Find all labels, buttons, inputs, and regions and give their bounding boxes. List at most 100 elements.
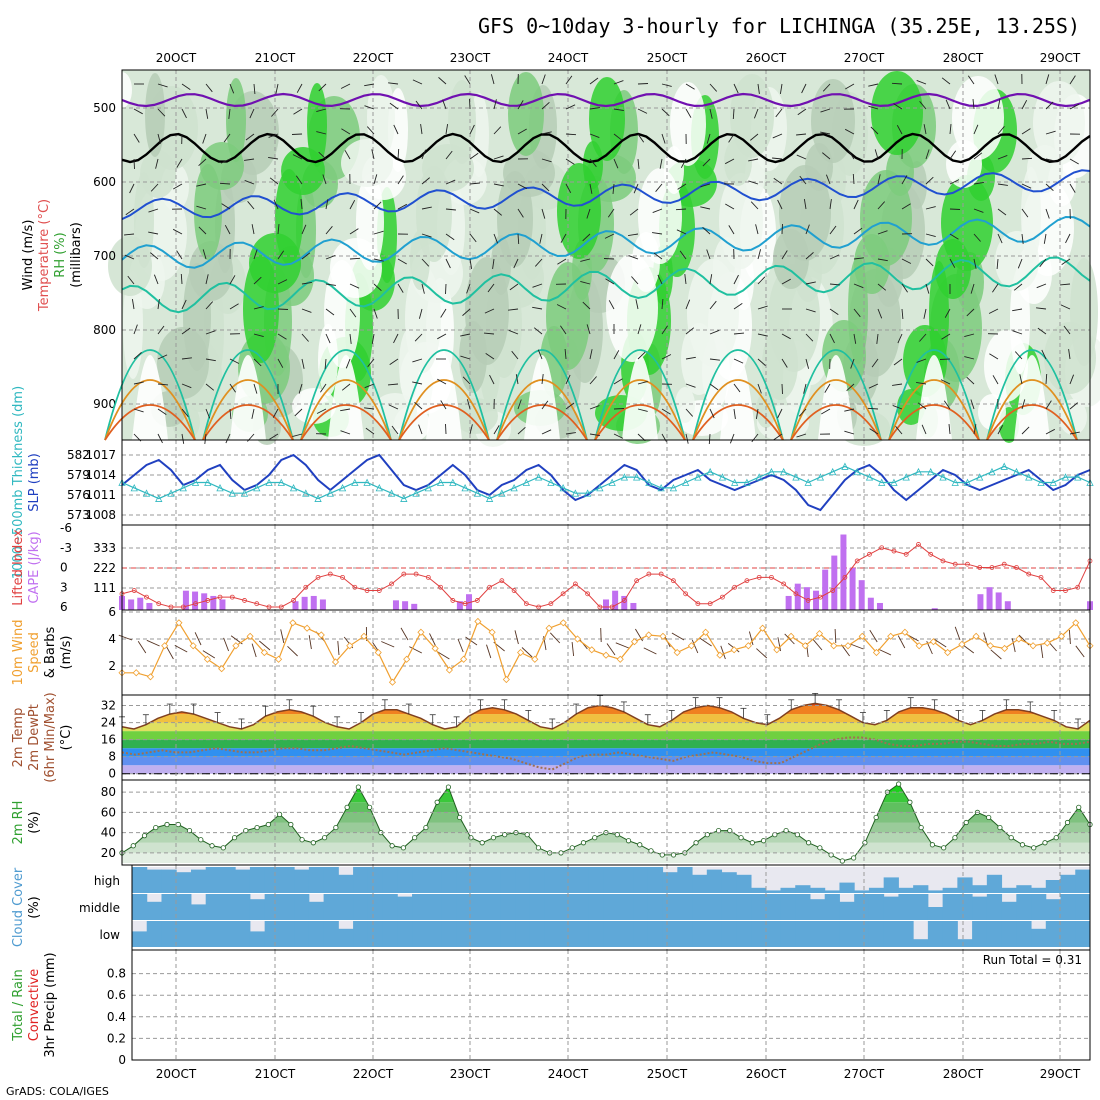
thickness-marker: [351, 478, 359, 486]
cloud-cell: [647, 921, 664, 947]
cloud-cell: [515, 867, 531, 893]
lifted-index-marker: [499, 578, 505, 584]
thickness-marker: [1074, 473, 1082, 481]
panel-label-precip: Convective: [27, 969, 42, 1042]
rh-marker: [1042, 840, 1048, 846]
thickness-marker: [927, 467, 935, 476]
wind-barb: [949, 208, 961, 210]
wind-barb: [316, 408, 327, 414]
wind-barb: [1021, 208, 1029, 218]
precip-tick-label: 0.4: [107, 1010, 126, 1024]
wind-barb: [445, 423, 447, 435]
wind-barb: [271, 108, 279, 117]
rh-marker: [1031, 845, 1037, 851]
lifted-index-marker: [205, 598, 211, 603]
wind-barb: [1017, 258, 1023, 269]
wind-barb: [733, 383, 741, 393]
lifted-index-marker: [940, 558, 946, 564]
wind-barb: [1045, 428, 1056, 435]
lifted-index-marker: [1075, 584, 1081, 590]
wind-barb: [486, 644, 492, 659]
wind-barb: [989, 353, 999, 360]
wind-barb: [349, 333, 352, 344]
rh-marker: [1019, 842, 1026, 848]
wind-barb: [967, 75, 975, 85]
wind-barb: [901, 308, 904, 320]
wind-speed-marker: [132, 669, 140, 677]
wind-barb: [846, 383, 855, 392]
wind-barb: [462, 308, 471, 316]
wind-barb: [973, 233, 981, 242]
wind-barb: [469, 98, 471, 110]
wind-barb: [1036, 283, 1047, 289]
wind-barb: [829, 199, 832, 210]
wind-speed-marker: [616, 655, 624, 663]
wind-speed-marker: [403, 655, 411, 663]
wind-barb: [877, 230, 888, 235]
lifted-index-marker: [156, 601, 162, 607]
thickness-marker: [988, 467, 996, 476]
wind-barb: [675, 208, 687, 211]
panel-label-slp: SLP (mb): [27, 453, 42, 512]
panel-label-cape: Lifted Index: [11, 529, 26, 606]
cloud-cell: [898, 887, 914, 893]
cloud-cell: [1001, 921, 1017, 947]
cloud-cell: [795, 894, 811, 920]
wind-speed-marker: [915, 642, 923, 650]
wind-barb: [521, 647, 533, 658]
wind-barb: [1063, 325, 1071, 335]
rh-shade: [243, 255, 279, 363]
wind-barb: [1037, 327, 1047, 335]
wind-speed-marker: [702, 628, 710, 636]
thickness-marker: [204, 478, 212, 486]
wind-barb: [750, 201, 759, 210]
wind-barb: [1021, 128, 1031, 135]
cloud-cell: [1045, 880, 1062, 893]
wind-barb: [820, 108, 831, 113]
cloud-cell: [942, 894, 958, 920]
lifted-index-marker: [621, 598, 627, 603]
rh-band: [122, 842, 1090, 853]
thickness-marker: [571, 489, 580, 497]
wind-barb: [755, 224, 759, 235]
rh-marker: [310, 840, 316, 846]
wind-barb: [1021, 233, 1024, 244]
wind-barb: [925, 283, 930, 294]
cloud-cell: [677, 894, 693, 920]
x-tick-label-top: 21OCT: [255, 51, 296, 65]
wind-barb: [421, 149, 427, 160]
wind-barb: [277, 250, 285, 260]
wind-barb: [493, 99, 497, 110]
lifted-index-tick-label: 3: [60, 580, 68, 594]
slp-tick-label: 1008: [85, 508, 116, 522]
warm-contour: [986, 379, 1078, 441]
wind-barb: [205, 330, 216, 335]
wind-barb: [414, 402, 423, 410]
cloud-cell: [677, 921, 693, 947]
thickness-marker: [963, 478, 972, 486]
thickness-marker: [743, 478, 751, 486]
wind-barb: [277, 358, 284, 368]
cloud-cell: [1001, 901, 1017, 920]
thickness-marker: [314, 494, 322, 502]
wind-barb: [532, 306, 543, 310]
cloud-cell: [264, 867, 280, 893]
wind-barb: [325, 254, 336, 260]
wind-barb: [485, 353, 495, 360]
wind-speed-marker: [844, 642, 852, 650]
wind-barb: [1045, 373, 1048, 385]
wind-barb: [469, 258, 473, 269]
wind-barb: [373, 230, 384, 235]
lifted-index-marker: [352, 584, 358, 590]
wind-barb: [972, 99, 975, 110]
lifted-index-marker: [254, 601, 260, 607]
rh-marker: [141, 833, 148, 839]
wind-barb: [469, 152, 479, 160]
lifted-index-marker: [291, 598, 296, 603]
cloud-cell: [898, 921, 914, 947]
wind-barb: [275, 83, 279, 94]
cloud-cell: [190, 904, 207, 920]
cloud-cell: [765, 894, 781, 920]
temperature-band: [122, 722, 1090, 732]
wind-barb: [364, 83, 375, 87]
